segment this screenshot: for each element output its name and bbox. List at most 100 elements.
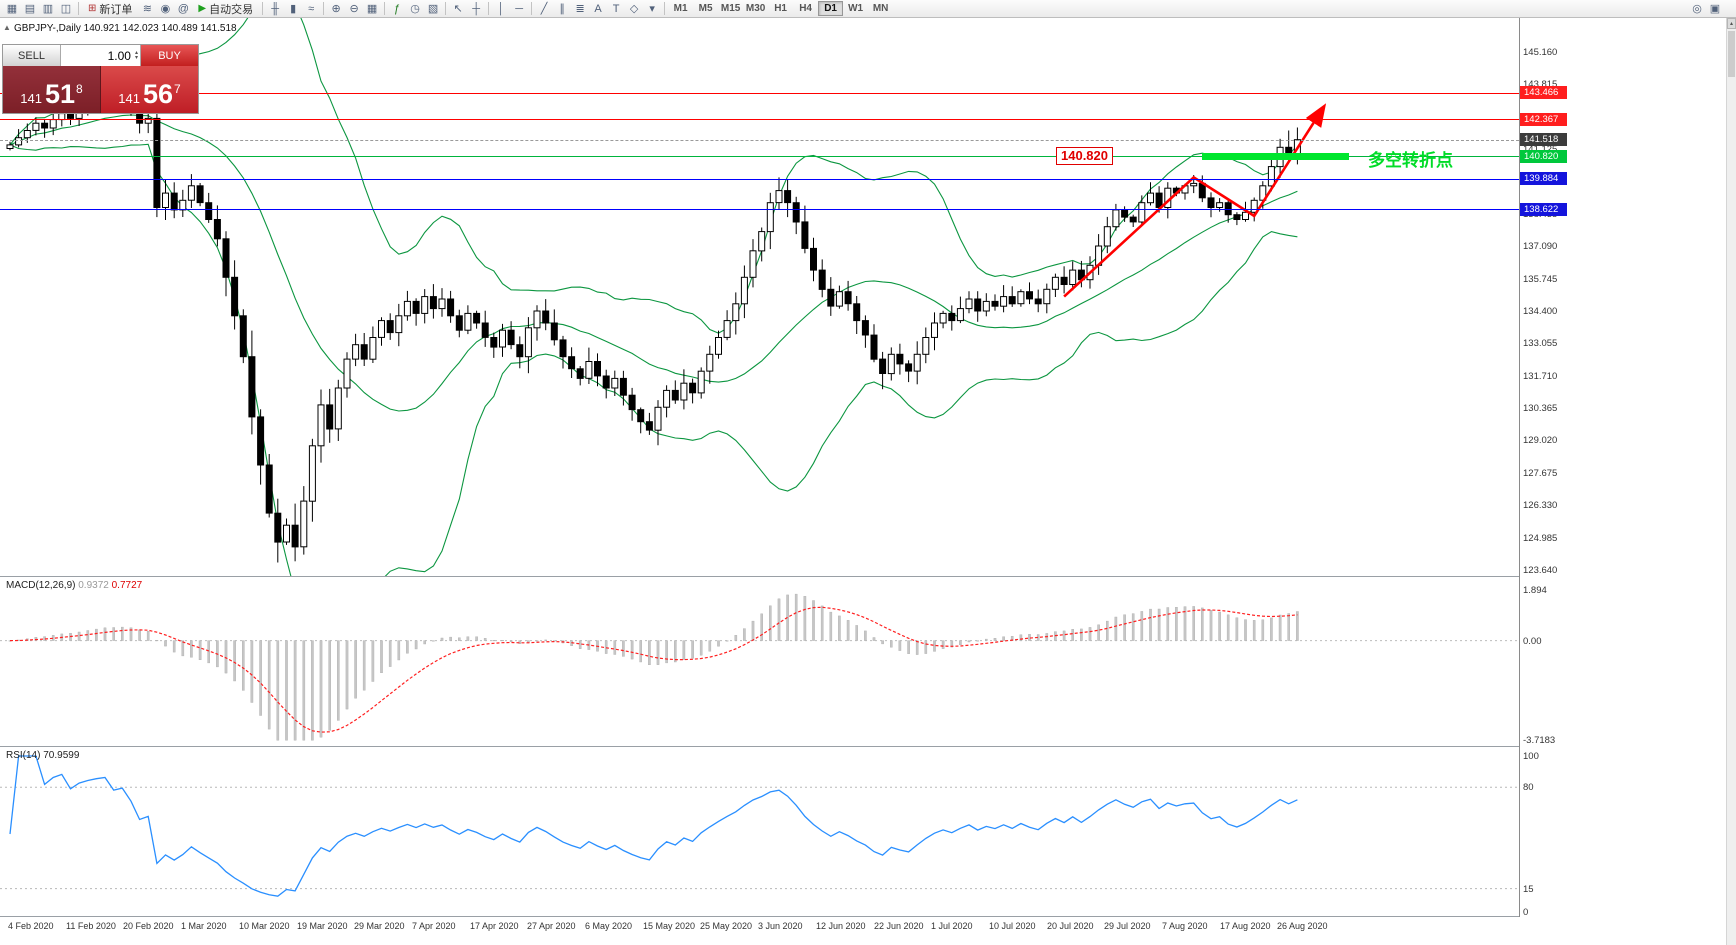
timeframe-w1[interactable]: W1 [848,3,864,14]
zoom-out-icon[interactable]: ⊖ [349,3,359,15]
bollinger-band [9,114,1298,412]
toolbar-separator [488,2,490,15]
search-icon[interactable]: ◎ [1692,3,1702,15]
top-toolbar: ▦ ▤ ▥ ◫ ⊞ 新订单 ≋ ◉ @ ▶ 自动交易 ╫ ▮ ≈ ⊕ ⊖ ▦ ƒ ◷ ▧ ↖ ┼ │ ─ ╱ ∥ ≣ A T ◇ ▾ M1 M5… [0,0,1736,18]
timeframe-m15[interactable]: M15 [720,3,741,14]
price-tick: 145.160 [1523,47,1558,58]
timeframe-m1[interactable]: M1 [673,3,688,14]
macd-tick: 1.894 [1523,585,1547,596]
horizontal-line-tool-icon[interactable]: ─ [515,2,523,15]
timeframe-h4[interactable]: H4 [799,3,812,14]
timeframe-mn[interactable]: MN [872,3,889,14]
rsi-tick: 100 [1523,751,1539,762]
tile-windows-icon[interactable]: ▦ [366,3,378,15]
timeframe-m30[interactable]: M30 [745,3,766,14]
price-tick: 135.745 [1523,274,1558,285]
date-label: 26 Aug 2020 [1277,921,1328,931]
trend-arrow[interactable] [1063,103,1327,298]
macd-label: MACD(12,26,9) 0.9372 0.7727 [6,580,142,591]
price-tick: 139.780 [1523,176,1558,187]
arrows-tool-icon[interactable]: ◇ [629,3,639,15]
vertical-line-tool-icon[interactable]: │ [497,2,505,15]
price-tick: 141.125 [1523,144,1558,155]
price-axis-line [1519,18,1520,917]
spinner-up-icon[interactable]: ▴ [134,49,138,56]
toolbar-separator [445,2,447,15]
label-tool-icon[interactable]: T [612,2,620,15]
buy-price-big: 56 [142,79,174,109]
date-label: 17 Aug 2020 [1220,921,1271,931]
timeframe-h1[interactable]: H1 [774,3,787,14]
sell-price-big: 51 [44,79,76,109]
crosshair-tool-icon[interactable]: ┼ [472,2,480,15]
text-tool-icon[interactable]: A [594,2,602,15]
new-chart-icon[interactable]: ▦ [6,3,18,15]
support-price-label[interactable]: 140.820 [1056,147,1113,165]
fibonacci-tool-icon[interactable]: ≣ [575,3,585,15]
macd-signal-value: 0.7727 [111,580,143,591]
pane-separator[interactable] [0,916,1519,917]
dropdown-caret-icon[interactable]: ▾ [649,3,655,15]
timeframe-d1[interactable]: D1 [818,1,844,16]
help-icon[interactable]: ▣ [1709,3,1721,15]
date-label: 10 Jul 2020 [989,921,1036,931]
scrollbar-thumb[interactable] [1728,31,1735,77]
volume-field: ▴▾ [61,45,140,66]
date-label: 15 May 2020 [643,921,696,931]
sell-price-button[interactable]: 141 51 8 [3,66,101,113]
pane-separator[interactable] [0,746,1519,747]
indicators-icon[interactable]: ƒ [394,2,401,15]
new-order-button[interactable]: ⊞ 新订单 [82,1,138,17]
price-badge: 140.820 [1520,150,1567,163]
sell-header-button[interactable]: SELL [3,45,61,66]
price-tick: 124.985 [1523,533,1558,544]
price-badge: 141.518 [1520,133,1567,146]
main-chart[interactable] [0,0,1519,622]
new-order-button-label: 新订单 [99,3,133,16]
data-window-icon[interactable]: ◫ [60,3,72,15]
buy-price-sup: 7 [174,82,181,96]
turning-point-label[interactable]: 多空转折点 [1368,151,1453,170]
scroll-up-button[interactable]: ▴ [1727,18,1736,29]
cursor-tool-icon[interactable]: ↖ [453,3,463,15]
profiles-icon[interactable]: ▤ [24,3,36,15]
channel-tool-icon[interactable]: ∥ [559,3,565,15]
macd-signal-line [9,606,1298,733]
buy-price-button[interactable]: 141 56 7 [101,66,198,113]
price-tick: 130.365 [1523,403,1558,414]
date-label: 19 Mar 2020 [297,921,348,931]
date-label: 20 Feb 2020 [123,921,174,931]
zoom-in-icon[interactable]: ⊕ [331,3,341,15]
rsi-pane[interactable] [0,747,1519,921]
volume-input[interactable] [82,47,133,64]
trendline-tool-icon[interactable]: ╱ [540,3,548,15]
toolbar-separator [262,2,264,15]
rsi-label: RSI(14) 70.9599 [6,750,79,761]
market-watch-icon[interactable]: ▥ [42,3,54,15]
candlestick-mode-icon[interactable]: ▮ [290,3,297,15]
scrollbar[interactable] [1726,18,1736,945]
date-label: 1 Mar 2020 [181,921,227,931]
date-label: 11 Feb 2020 [66,921,116,931]
spinner-down-icon[interactable]: ▾ [134,54,138,61]
timeframe-m5[interactable]: M5 [698,3,713,14]
mql-community-icon[interactable]: @ [177,2,189,15]
auto-trading-button[interactable]: ▶ 自动交易 [192,1,259,17]
price-tick: 133.055 [1523,338,1558,349]
macd-pane[interactable] [0,577,1519,751]
bar-chart-mode-icon[interactable]: ╫ [271,2,279,15]
templates-icon[interactable]: ▧ [427,3,439,15]
line-chart-mode-icon[interactable]: ≈ [308,2,315,15]
new-order-button-icon: ⊞ [88,3,97,14]
buy-header-button[interactable]: BUY [140,45,198,66]
navigator-icon[interactable]: ≋ [142,3,152,15]
date-label: 4 Feb 2020 [8,921,54,931]
periods-icon[interactable]: ◷ [410,3,420,15]
terminal-icon[interactable]: ◉ [160,3,171,15]
pane-separator[interactable] [0,576,1519,577]
rsi-tick: 15 [1523,884,1534,895]
collapse-panel-icon[interactable]: ▲ [3,23,11,32]
sell-price-sup: 8 [76,82,83,96]
